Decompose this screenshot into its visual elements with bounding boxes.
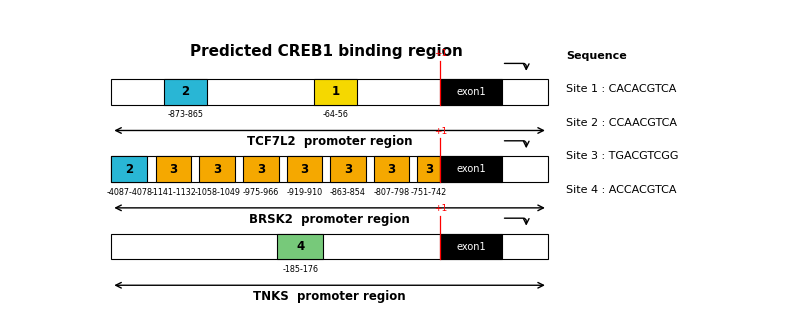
- Bar: [417, 156, 440, 182]
- Text: -919-910: -919-910: [286, 188, 323, 197]
- Text: 3: 3: [425, 163, 433, 176]
- Bar: [155, 156, 191, 182]
- Text: +1: +1: [434, 127, 446, 136]
- Bar: [111, 156, 147, 182]
- Text: BRSK2  promoter region: BRSK2 promoter region: [249, 212, 410, 225]
- Text: 2: 2: [181, 85, 190, 98]
- Bar: [243, 156, 278, 182]
- Bar: [440, 234, 502, 259]
- Bar: [314, 79, 357, 105]
- Text: Predicted CREB1 binding region: Predicted CREB1 binding region: [190, 44, 463, 59]
- Text: TNKS  promoter region: TNKS promoter region: [253, 290, 406, 303]
- Text: Site 3 : TGACGTCGG: Site 3 : TGACGTCGG: [566, 151, 679, 161]
- Text: +1: +1: [434, 204, 446, 213]
- Text: -1058-1049: -1058-1049: [194, 188, 240, 197]
- Text: -807-798: -807-798: [374, 188, 410, 197]
- Text: -751-742: -751-742: [411, 188, 447, 197]
- Text: 3: 3: [257, 163, 265, 176]
- Text: exon1: exon1: [456, 164, 486, 174]
- Text: TCF7L2  promoter region: TCF7L2 promoter region: [247, 135, 412, 148]
- Bar: [440, 79, 502, 105]
- Text: -185-176: -185-176: [282, 265, 319, 274]
- Bar: [286, 156, 322, 182]
- Text: 3: 3: [213, 163, 221, 176]
- Bar: [374, 156, 409, 182]
- Text: Site 4 : ACCACGTCA: Site 4 : ACCACGTCA: [566, 185, 676, 195]
- Text: -863-854: -863-854: [330, 188, 366, 197]
- Text: +1: +1: [434, 49, 446, 58]
- Text: -873-865: -873-865: [167, 110, 203, 119]
- Text: exon1: exon1: [456, 242, 486, 252]
- Text: -4087-4078: -4087-4078: [106, 188, 152, 197]
- Bar: [278, 234, 324, 259]
- Text: -64-56: -64-56: [323, 110, 349, 119]
- Text: 4: 4: [297, 240, 305, 253]
- Text: Site 2 : CCAACGTCA: Site 2 : CCAACGTCA: [566, 118, 677, 128]
- Text: exon1: exon1: [456, 87, 486, 97]
- Text: 3: 3: [388, 163, 396, 176]
- Bar: [330, 156, 366, 182]
- Bar: [163, 79, 207, 105]
- Text: 1: 1: [331, 85, 339, 98]
- Text: -1141-1132: -1141-1132: [151, 188, 197, 197]
- Bar: [111, 79, 548, 105]
- Text: 3: 3: [170, 163, 178, 176]
- Text: Sequence: Sequence: [566, 51, 627, 61]
- Bar: [199, 156, 235, 182]
- Text: 3: 3: [301, 163, 308, 176]
- Text: Site 1 : CACACGTCA: Site 1 : CACACGTCA: [566, 84, 676, 94]
- Text: 3: 3: [344, 163, 352, 176]
- Bar: [111, 234, 548, 259]
- Bar: [440, 156, 502, 182]
- Text: -975-966: -975-966: [243, 188, 279, 197]
- Text: 2: 2: [125, 163, 133, 176]
- Bar: [111, 156, 548, 182]
